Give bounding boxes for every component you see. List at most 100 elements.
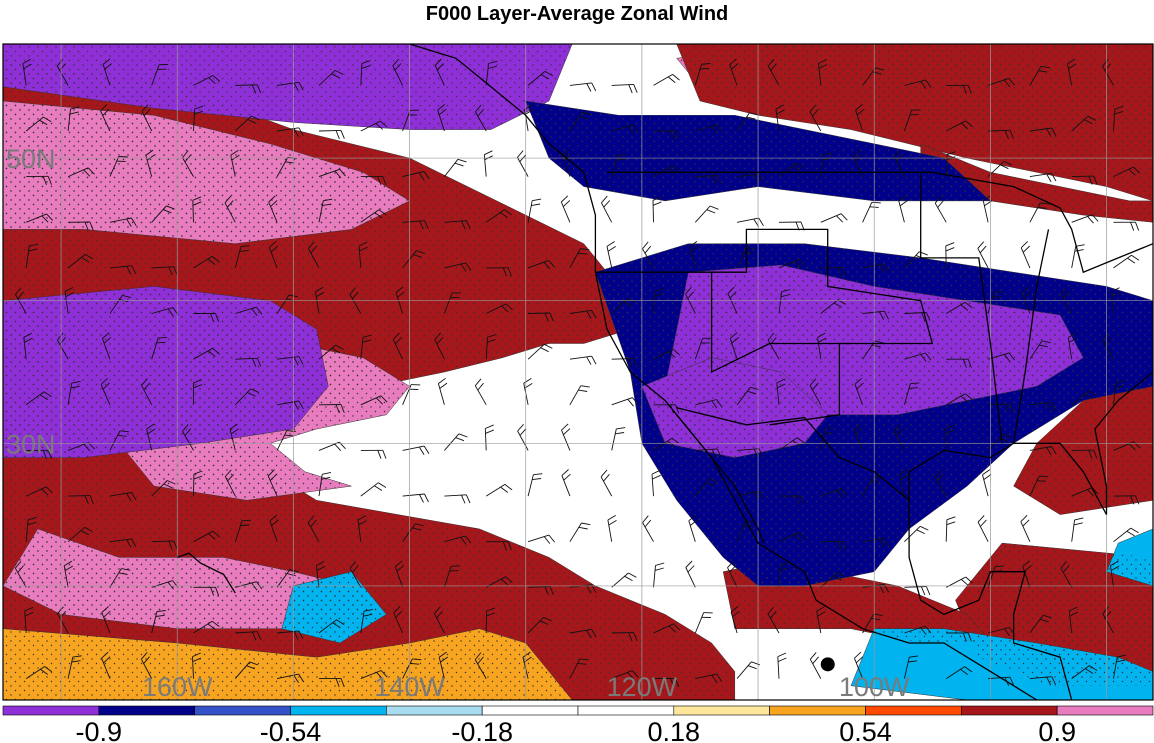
colorbar-swatch-9 bbox=[865, 705, 962, 716]
barb-staff bbox=[778, 291, 783, 314]
barb-staff bbox=[1113, 527, 1132, 543]
barb-flag bbox=[434, 58, 442, 66]
barb-staff bbox=[437, 383, 445, 405]
barb-staff bbox=[146, 428, 153, 451]
barb-staff bbox=[903, 657, 910, 679]
barb-flag bbox=[893, 423, 901, 432]
barb-staff bbox=[433, 613, 445, 634]
barb-staff bbox=[1071, 175, 1094, 178]
colorbar-swatch-5 bbox=[481, 705, 579, 716]
barb-staff bbox=[182, 157, 194, 177]
barb-flag bbox=[579, 658, 589, 661]
barb-staff bbox=[982, 200, 989, 223]
boundary-line-1 bbox=[676, 414, 765, 544]
barb-flag bbox=[321, 476, 331, 480]
barb-flag bbox=[652, 474, 661, 480]
barb-flag bbox=[1051, 173, 1057, 182]
barb-flag bbox=[293, 356, 299, 366]
wind-barb-197 bbox=[360, 334, 372, 360]
barb-staff bbox=[1060, 294, 1073, 314]
barb-flag bbox=[352, 291, 359, 300]
wind-barb-16 bbox=[695, 673, 723, 683]
barb-flag bbox=[967, 85, 972, 94]
barb-flag bbox=[501, 305, 509, 313]
wind-barb-298 bbox=[67, 167, 95, 178]
barb-flag bbox=[809, 378, 817, 386]
wind-barb-376 bbox=[1067, 58, 1077, 86]
wind-barb-111 bbox=[151, 480, 176, 497]
barb-staff bbox=[235, 631, 258, 634]
barb-flag bbox=[45, 486, 53, 494]
wind-barb-335 bbox=[475, 104, 487, 132]
barb-flag bbox=[1088, 390, 1097, 396]
wind-barb-238 bbox=[945, 301, 973, 314]
barb-flag bbox=[672, 74, 680, 81]
barb-flag bbox=[967, 359, 972, 368]
barb-flag bbox=[531, 203, 541, 207]
wind-barb-73 bbox=[820, 572, 846, 588]
barb-flag bbox=[812, 109, 819, 117]
wind-barb-58 bbox=[193, 586, 220, 596]
barb-flag bbox=[934, 195, 942, 204]
barb-flag bbox=[909, 387, 919, 389]
barb-staff bbox=[1029, 401, 1052, 406]
barb-flag bbox=[224, 469, 232, 477]
wind-barb-251 bbox=[358, 241, 368, 268]
wind-barb-377 bbox=[1102, 59, 1114, 86]
wind-barb-215 bbox=[1102, 332, 1114, 360]
wind-barb-259 bbox=[689, 241, 699, 269]
wind-barb-143 bbox=[360, 449, 387, 459]
barb-flag bbox=[685, 286, 692, 295]
wind-barb-261 bbox=[778, 258, 806, 269]
barb-flag bbox=[47, 450, 52, 459]
barb-staff bbox=[685, 567, 696, 588]
barb-staff bbox=[25, 666, 45, 679]
barb-staff bbox=[475, 111, 487, 132]
barb-staff bbox=[485, 337, 488, 360]
barb-flag bbox=[1130, 527, 1139, 534]
barb-flag bbox=[224, 195, 232, 204]
barb-flag bbox=[485, 429, 494, 434]
barb-flag bbox=[1084, 119, 1093, 125]
wind-barb-200 bbox=[485, 334, 497, 360]
barb-staff bbox=[402, 110, 411, 132]
barb-flag bbox=[673, 623, 681, 631]
barb-flag bbox=[141, 104, 149, 112]
barb-flag bbox=[746, 116, 756, 120]
wind-barb-172 bbox=[437, 377, 448, 405]
wind-barb-359 bbox=[360, 60, 371, 86]
barb-flag bbox=[615, 432, 625, 435]
barb-flag bbox=[960, 668, 968, 675]
barb-flag bbox=[685, 560, 693, 568]
barb-flag bbox=[1068, 63, 1077, 70]
barb-flag bbox=[767, 332, 775, 341]
barb-flag bbox=[744, 251, 754, 254]
barb-flag bbox=[357, 515, 367, 521]
barb-flag bbox=[654, 293, 663, 297]
wind-barb-113 bbox=[224, 469, 236, 497]
barb-flag bbox=[962, 632, 967, 642]
barb-staff bbox=[358, 245, 362, 268]
barb-flag bbox=[750, 386, 760, 391]
barb-staff bbox=[988, 403, 1011, 406]
barb-staff bbox=[151, 540, 174, 543]
wind-barb-273 bbox=[151, 205, 175, 223]
barb-staff bbox=[977, 521, 989, 542]
plot-frame bbox=[2, 43, 1154, 701]
barb-flag bbox=[1004, 130, 1009, 139]
wind-barb-192 bbox=[151, 336, 168, 360]
wind-barb-268 bbox=[1071, 244, 1085, 268]
barb-flag bbox=[268, 241, 277, 248]
wind-barb-48 bbox=[904, 625, 932, 635]
wind-barb-147 bbox=[517, 423, 529, 451]
wind-barb-184 bbox=[945, 393, 973, 406]
barb-staff bbox=[607, 519, 613, 542]
barb-flag bbox=[1104, 63, 1112, 71]
barb-staff bbox=[224, 202, 236, 223]
wind-barb-281 bbox=[485, 209, 512, 223]
barb-flag bbox=[1115, 380, 1125, 384]
barb-flag bbox=[607, 515, 616, 521]
wind-barb-239 bbox=[987, 291, 1003, 314]
wind-barb-346 bbox=[945, 120, 973, 132]
barb-flag bbox=[298, 82, 304, 91]
